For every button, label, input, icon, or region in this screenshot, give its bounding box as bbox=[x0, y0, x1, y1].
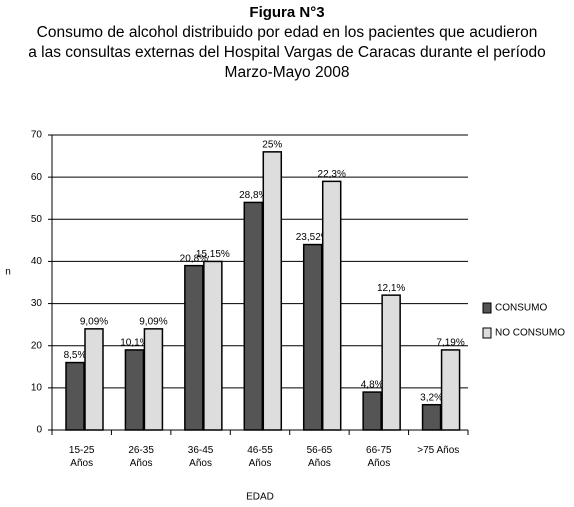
data-label: 23,52% bbox=[296, 232, 330, 243]
data-label: 4,8% bbox=[361, 380, 384, 391]
y-tick-label: 10 bbox=[31, 382, 43, 393]
data-label: 22,3% bbox=[318, 169, 346, 180]
bar bbox=[381, 294, 401, 431]
data-label: 9,09% bbox=[139, 316, 167, 327]
x-tick-label: 26-35 Años bbox=[128, 445, 154, 469]
legend-swatch bbox=[482, 327, 492, 339]
bar bbox=[84, 328, 104, 431]
data-label: 3,2% bbox=[420, 392, 443, 403]
bar bbox=[184, 264, 204, 431]
x-tick-label: 15-25 Años bbox=[68, 445, 95, 469]
data-label: 7,19% bbox=[436, 338, 464, 349]
y-tick-label: 70 bbox=[31, 130, 43, 141]
bar bbox=[203, 260, 223, 431]
data-label: 9,09% bbox=[80, 316, 108, 327]
bar bbox=[440, 349, 461, 431]
x-tick-label: 36-45 Años bbox=[187, 445, 214, 469]
data-label: 28,8% bbox=[239, 190, 267, 201]
legend-swatch bbox=[482, 302, 492, 314]
data-label: 15,15% bbox=[196, 249, 230, 260]
x-tick-label: 56-65 Años bbox=[306, 445, 333, 469]
bar bbox=[124, 349, 145, 431]
y-tick-label: 60 bbox=[31, 172, 43, 183]
bar bbox=[65, 361, 85, 431]
y-tick-label: 30 bbox=[31, 298, 43, 309]
data-label: 12,1% bbox=[377, 283, 405, 294]
x-axis-label: EDAD bbox=[246, 492, 274, 503]
chart-subtitle: Consumo de alcohol distribuido por edad … bbox=[37, 24, 538, 41]
bar bbox=[302, 243, 323, 431]
x-tick-label: 66-75 Años bbox=[366, 445, 392, 469]
y-tick-label: 50 bbox=[31, 214, 43, 225]
y-tick-label: 40 bbox=[31, 256, 43, 267]
bar bbox=[321, 180, 342, 431]
y-tick-label: 0 bbox=[36, 425, 42, 436]
bar bbox=[243, 201, 264, 431]
x-tick-label: >75 Años bbox=[417, 445, 460, 456]
data-label: 10,1% bbox=[120, 338, 148, 349]
bar bbox=[262, 151, 283, 431]
chart-subtitle: a las consultas externas del Hospital Va… bbox=[28, 44, 546, 61]
y-tick-label: 20 bbox=[31, 340, 43, 351]
y-axis-label: n bbox=[5, 267, 11, 278]
bar bbox=[421, 403, 442, 431]
chart-subtitle: Marzo-Mayo 2008 bbox=[225, 64, 350, 81]
data-label: 25% bbox=[262, 139, 282, 150]
x-tick-label: 46-55 Años bbox=[247, 445, 273, 469]
chart-title: Figura N°3 bbox=[249, 4, 324, 21]
data-label: 8,5% bbox=[64, 350, 87, 361]
legend-label: CONSUMO bbox=[495, 303, 547, 314]
data-label: 20,8% bbox=[180, 253, 208, 264]
bar bbox=[362, 391, 382, 431]
legend-label: NO CONSUMO bbox=[495, 328, 565, 339]
bar bbox=[143, 328, 164, 431]
